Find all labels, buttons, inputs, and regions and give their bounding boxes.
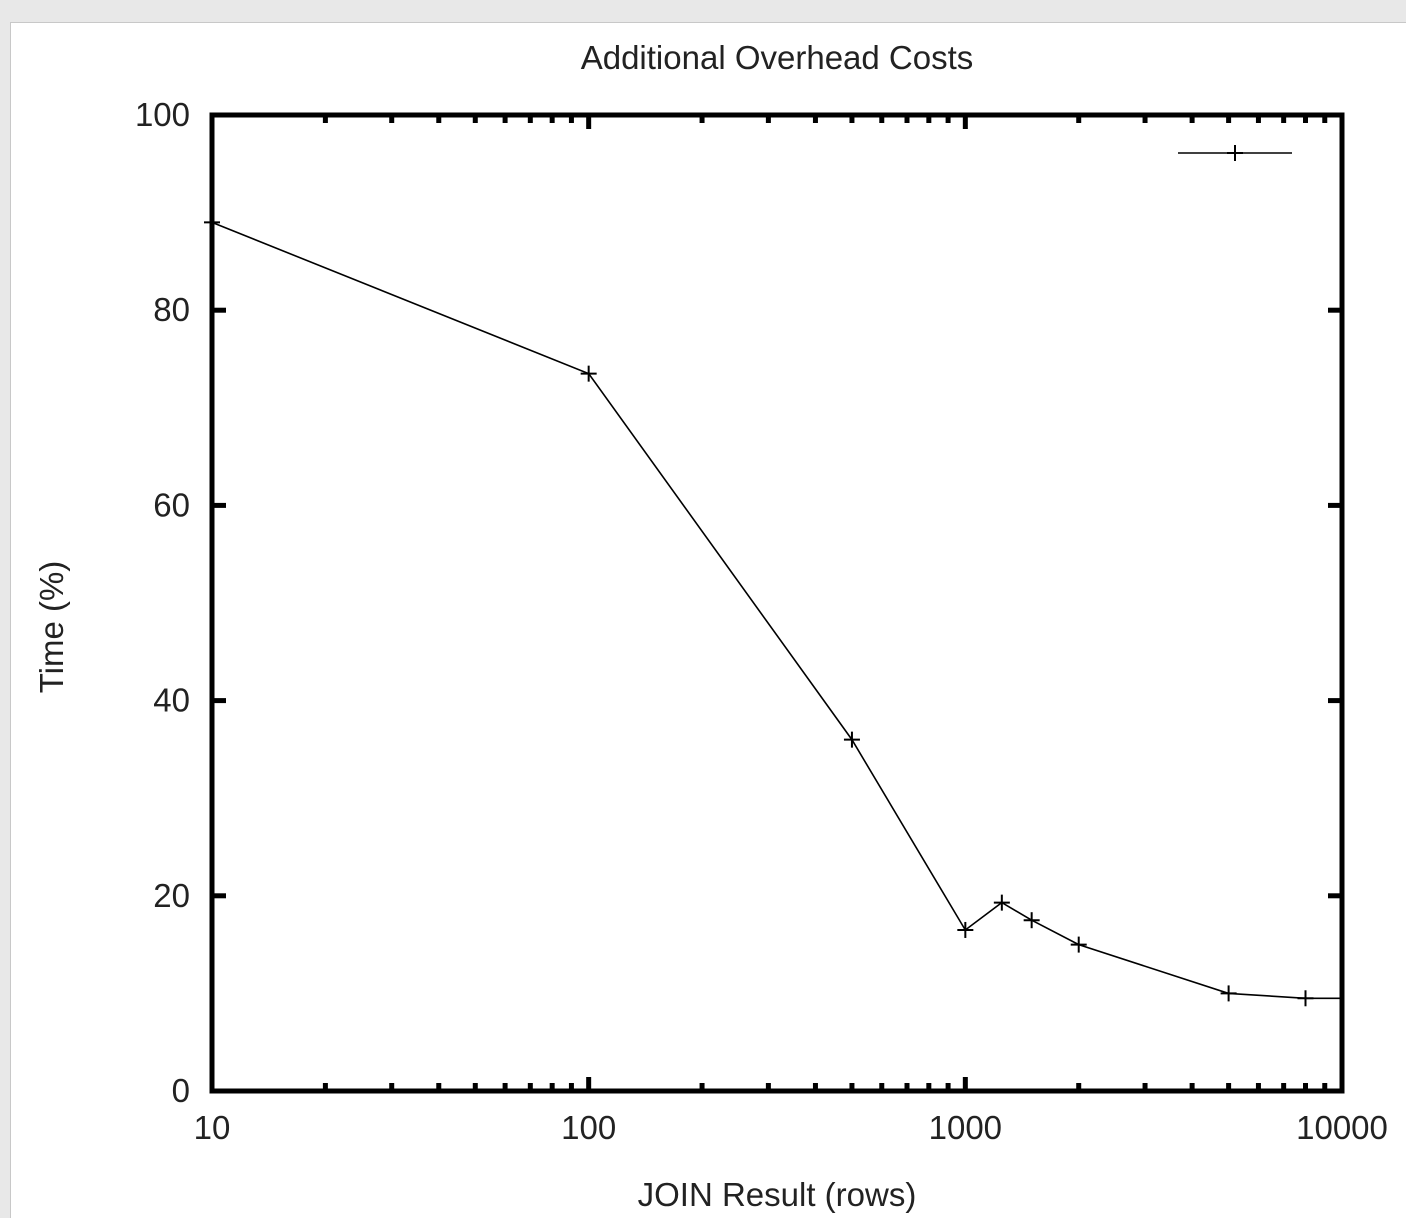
y-tick-label: 0 [172,1072,190,1109]
x-tick-label: 1000 [929,1109,1002,1146]
series-layer [204,214,1342,1007]
data-point-marker [580,365,597,382]
x-axis-label: JOIN Result (rows) [638,1176,917,1213]
chart-panel: Additional Overhead Costs Time (%) JOIN … [10,22,1406,1218]
x-tick-label: 10000 [1296,1109,1388,1146]
y-tick-label: 20 [153,877,190,914]
plot-frame [209,112,1345,1094]
legend [1178,145,1292,161]
data-point-marker [993,894,1010,911]
data-point-marker [1297,990,1314,1007]
data-point-marker [1070,936,1087,953]
data-point-marker [1220,985,1237,1002]
axis-ticks [209,112,1345,1094]
series-line [211,221,1342,1000]
data-point-marker [1023,912,1040,929]
legend-marker [1227,145,1243,161]
y-tick-label: 80 [153,291,190,328]
data-point-marker [843,731,860,748]
line-chart: Additional Overhead Costs Time (%) JOIN … [33,39,1388,1213]
y-tick-label: 40 [153,682,190,719]
x-tick-label: 100 [561,1109,616,1146]
chart-title: Additional Overhead Costs [581,39,974,76]
tick-labels: 0 20 40 60 80 100 10 100 1000 10000 [135,96,1388,1146]
y-tick-label: 100 [135,96,190,133]
y-tick-label: 60 [153,486,190,523]
data-point-marker [957,921,974,938]
y-axis-label: Time (%) [33,561,70,694]
x-tick-label: 10 [194,1109,231,1146]
